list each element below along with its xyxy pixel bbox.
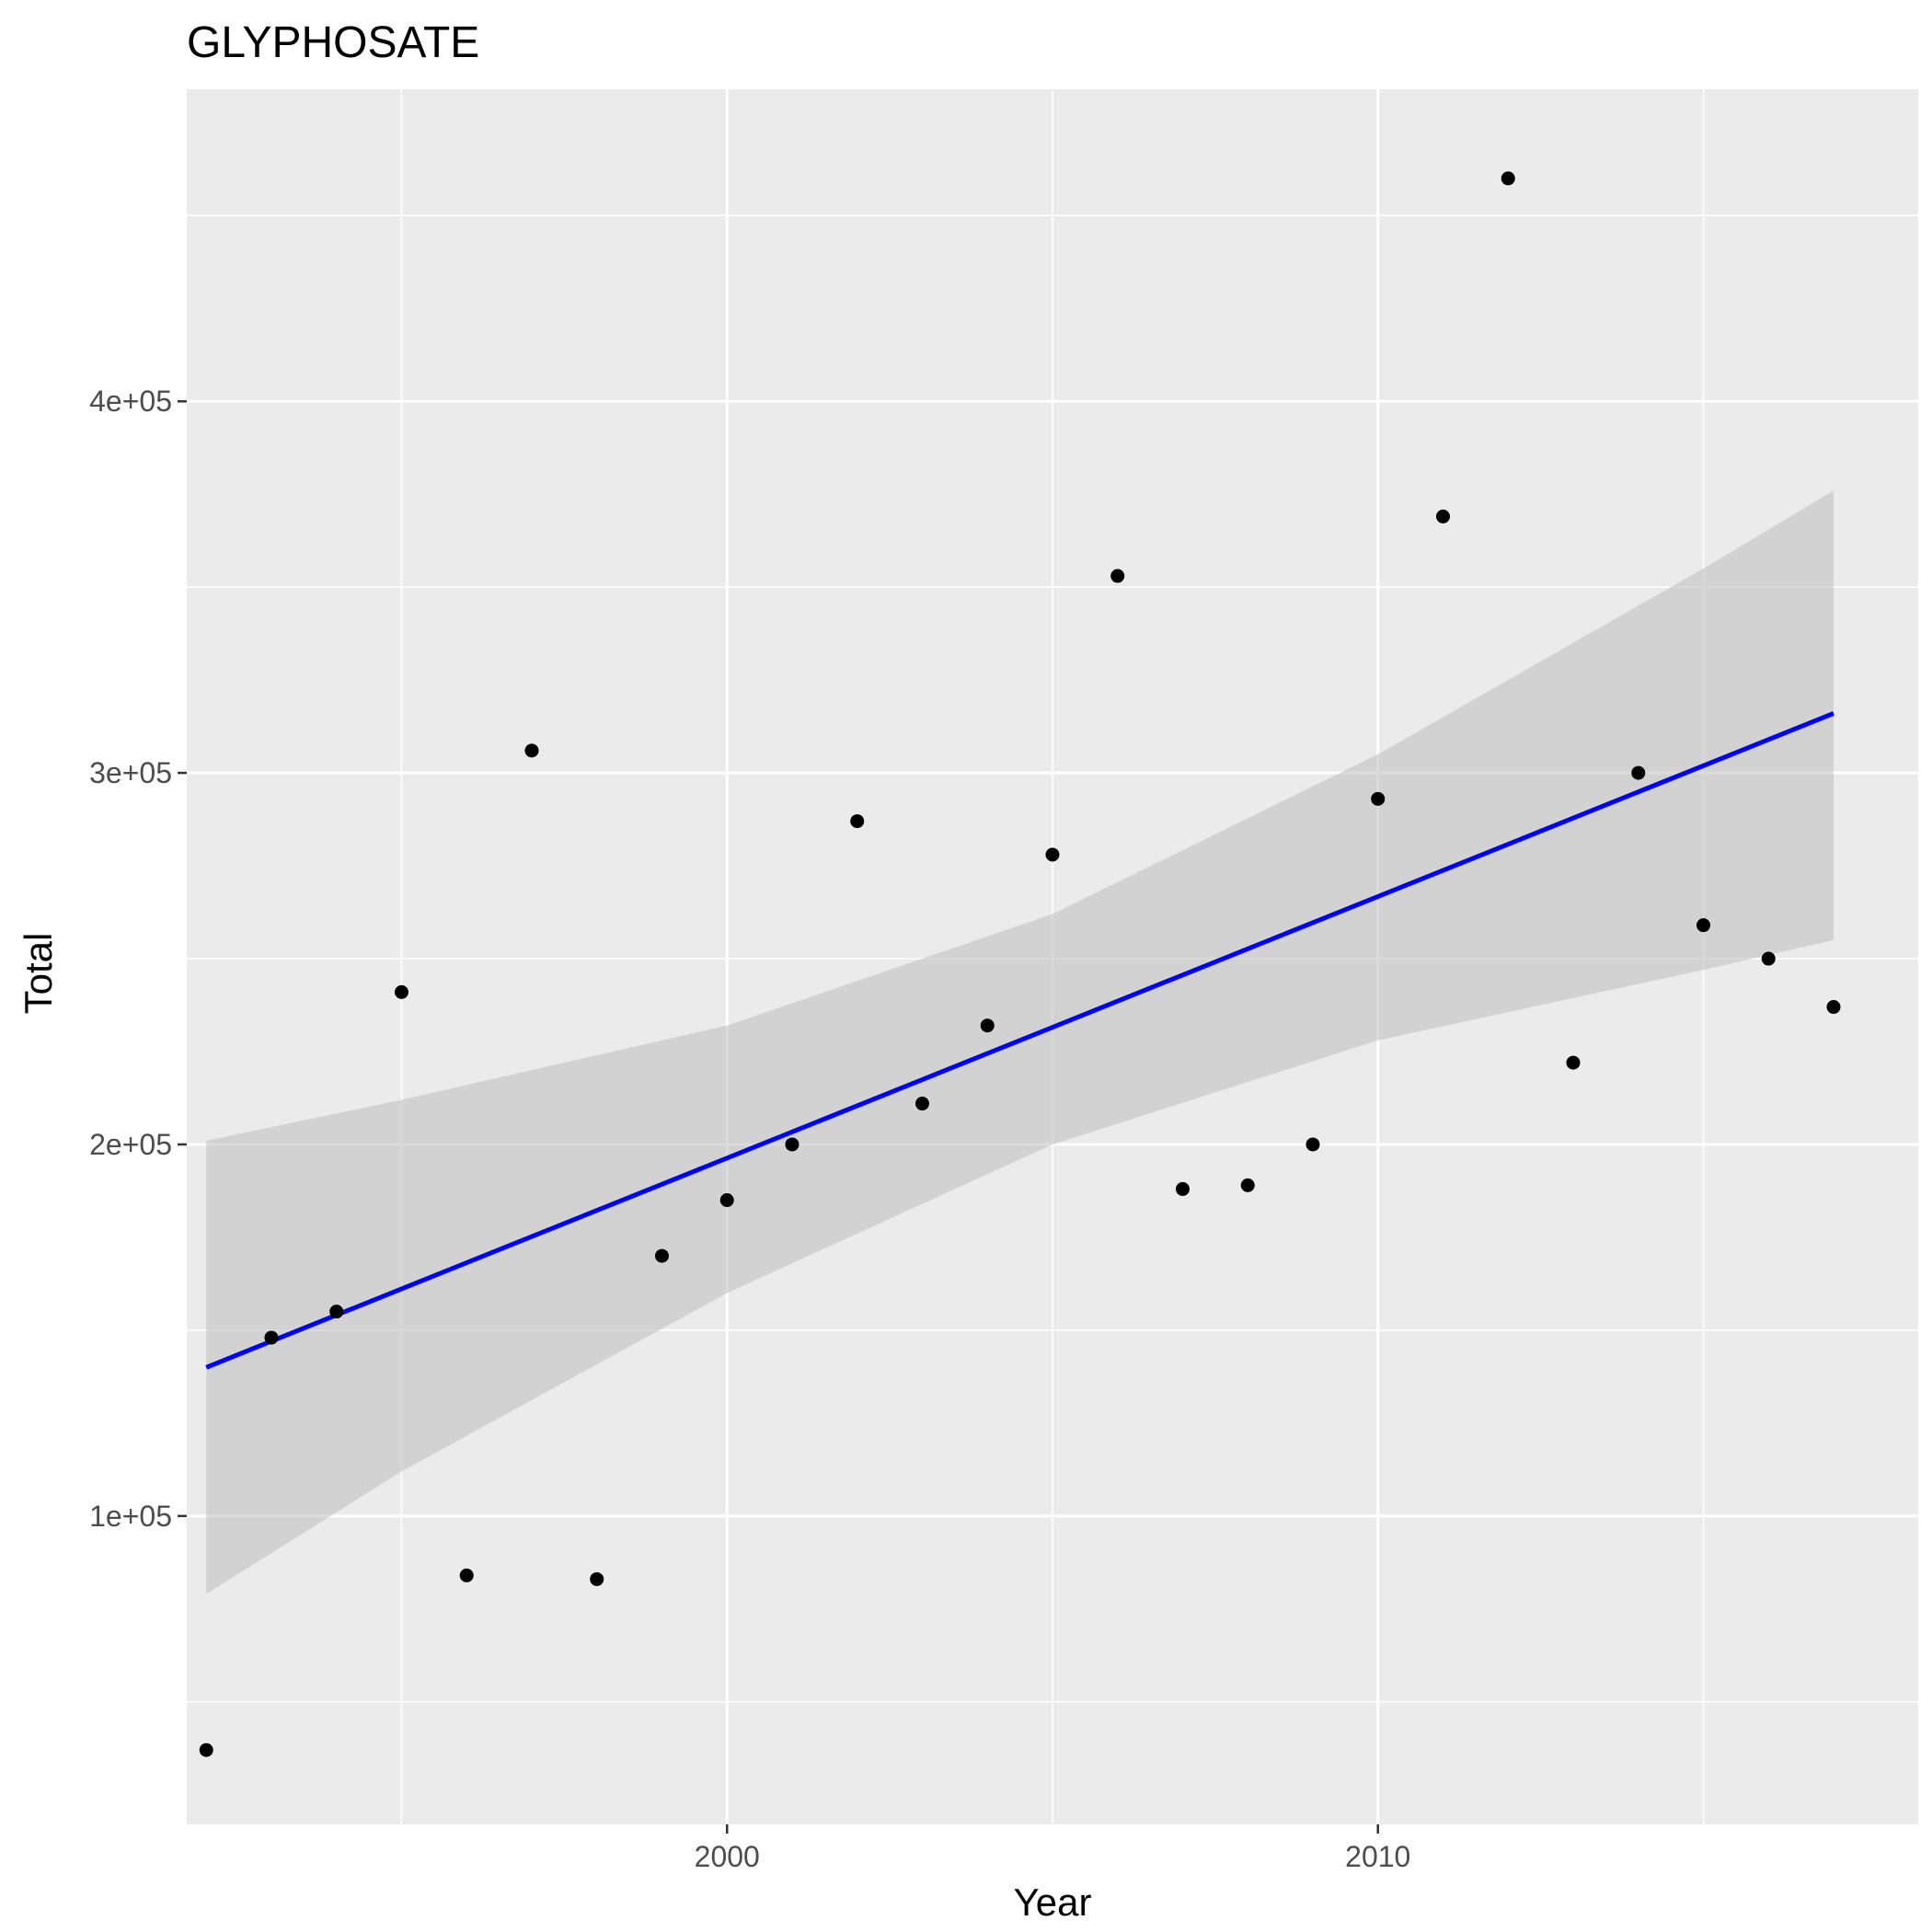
data-point-2005: [1045, 847, 1060, 862]
data-point-2014: [1631, 765, 1646, 780]
data-point-1994: [329, 1305, 344, 1319]
data-point-2006: [1110, 569, 1125, 583]
data-point-2003: [914, 1097, 929, 1111]
y-tick-label-0: 1e+05: [89, 1500, 172, 1533]
data-point-2001: [785, 1137, 799, 1152]
data-point-2002: [850, 814, 865, 829]
y-axis-title: Total: [17, 933, 60, 1015]
x-axis-title: Year: [1014, 1880, 1092, 1924]
data-point-1992: [199, 1742, 213, 1757]
x-axis-ticks: 2000 2010: [695, 1824, 1410, 1873]
y-tick-label-3: 4e+05: [89, 385, 172, 418]
x-tick-label-0: 2000: [695, 1840, 760, 1873]
data-point-2004: [980, 1018, 995, 1033]
data-point-1998: [590, 1571, 604, 1586]
data-point-2008: [1240, 1178, 1255, 1192]
data-point-1993: [264, 1330, 279, 1345]
data-point-2013: [1566, 1055, 1581, 1070]
data-point-2011: [1436, 509, 1451, 523]
chart-title: GLYPHOSATE: [187, 18, 479, 67]
data-points: [199, 171, 1841, 1757]
y-tick-label-2: 3e+05: [89, 756, 172, 789]
data-point-2015: [1696, 918, 1711, 933]
trend-line: [205, 711, 1834, 1370]
x-tick-label-1: 2010: [1345, 1840, 1410, 1873]
data-point-2009: [1305, 1137, 1320, 1152]
data-point-2012: [1501, 171, 1515, 186]
data-point-2000: [719, 1193, 734, 1208]
data-point-2010: [1371, 791, 1386, 806]
data-point-2007: [1176, 1181, 1190, 1196]
data-point-2016: [1761, 951, 1776, 966]
y-tick-label-1: 2e+05: [89, 1128, 172, 1161]
data-point-1999: [654, 1248, 669, 1263]
y-axis-ticks: 1e+05 2e+05 3e+05 4e+05: [89, 385, 187, 1533]
data-point-2017: [1826, 1000, 1841, 1015]
data-point-1996: [459, 1568, 474, 1582]
data-point-1995: [394, 984, 408, 999]
data-point-1997: [524, 743, 539, 758]
